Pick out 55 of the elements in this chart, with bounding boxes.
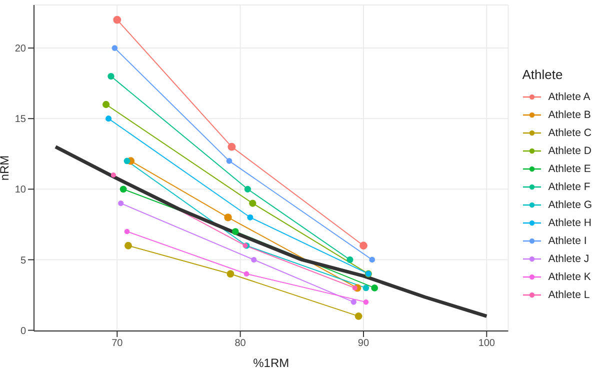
point xyxy=(112,45,118,51)
legend-label: Athlete D xyxy=(547,144,592,159)
point xyxy=(232,228,239,235)
x-tick-label: 80 xyxy=(234,338,246,350)
point xyxy=(362,284,370,292)
point xyxy=(251,256,257,263)
legend-label: Athlete L xyxy=(547,288,591,303)
y-tick-label: 10 xyxy=(14,184,26,196)
point xyxy=(113,16,122,24)
point xyxy=(110,172,116,178)
y-tick-label: 5 xyxy=(20,255,26,266)
legend-label: Athlete K xyxy=(547,270,592,285)
point xyxy=(354,312,362,320)
point xyxy=(244,271,250,277)
x-axis-title: %1RM xyxy=(253,356,290,370)
point xyxy=(228,142,236,151)
legend-label: Athlete B xyxy=(547,108,592,123)
point xyxy=(120,186,127,193)
y-axis-title: nRM xyxy=(0,155,12,181)
point xyxy=(350,299,356,305)
legend-label: Athlete F xyxy=(547,180,592,195)
point xyxy=(224,214,232,222)
legend-label: Athlete I xyxy=(547,234,588,249)
point xyxy=(244,186,252,192)
legend-label: Athlete J xyxy=(547,252,590,267)
point xyxy=(360,242,368,250)
point xyxy=(226,270,234,278)
line-series xyxy=(54,145,488,318)
point xyxy=(124,242,132,250)
point xyxy=(118,200,124,206)
x-tick-label: 70 xyxy=(112,338,124,350)
legend-label: Athlete C xyxy=(547,126,592,141)
point xyxy=(124,158,130,164)
y-tick-label: 20 xyxy=(14,44,26,55)
y-tick-label: 0 xyxy=(20,326,26,337)
point xyxy=(369,256,376,263)
legend-label: Athlete E xyxy=(547,162,592,177)
point xyxy=(226,158,232,164)
point xyxy=(102,100,110,108)
point xyxy=(371,284,378,292)
x-tick-label: 100 xyxy=(478,338,496,350)
point xyxy=(124,228,130,234)
legend-title: Athlete xyxy=(522,67,564,82)
legend-label: Athlete H xyxy=(547,216,592,231)
point xyxy=(249,200,256,207)
point xyxy=(105,116,112,122)
point xyxy=(108,72,114,80)
legend-label: Athlete G xyxy=(547,198,592,213)
legend-label: Athlete A xyxy=(547,90,592,105)
point xyxy=(247,214,254,220)
point xyxy=(346,256,354,264)
y-tick-label: 15 xyxy=(14,114,26,126)
x-tick-label: 90 xyxy=(358,338,370,350)
point xyxy=(352,285,358,290)
point xyxy=(363,299,369,305)
